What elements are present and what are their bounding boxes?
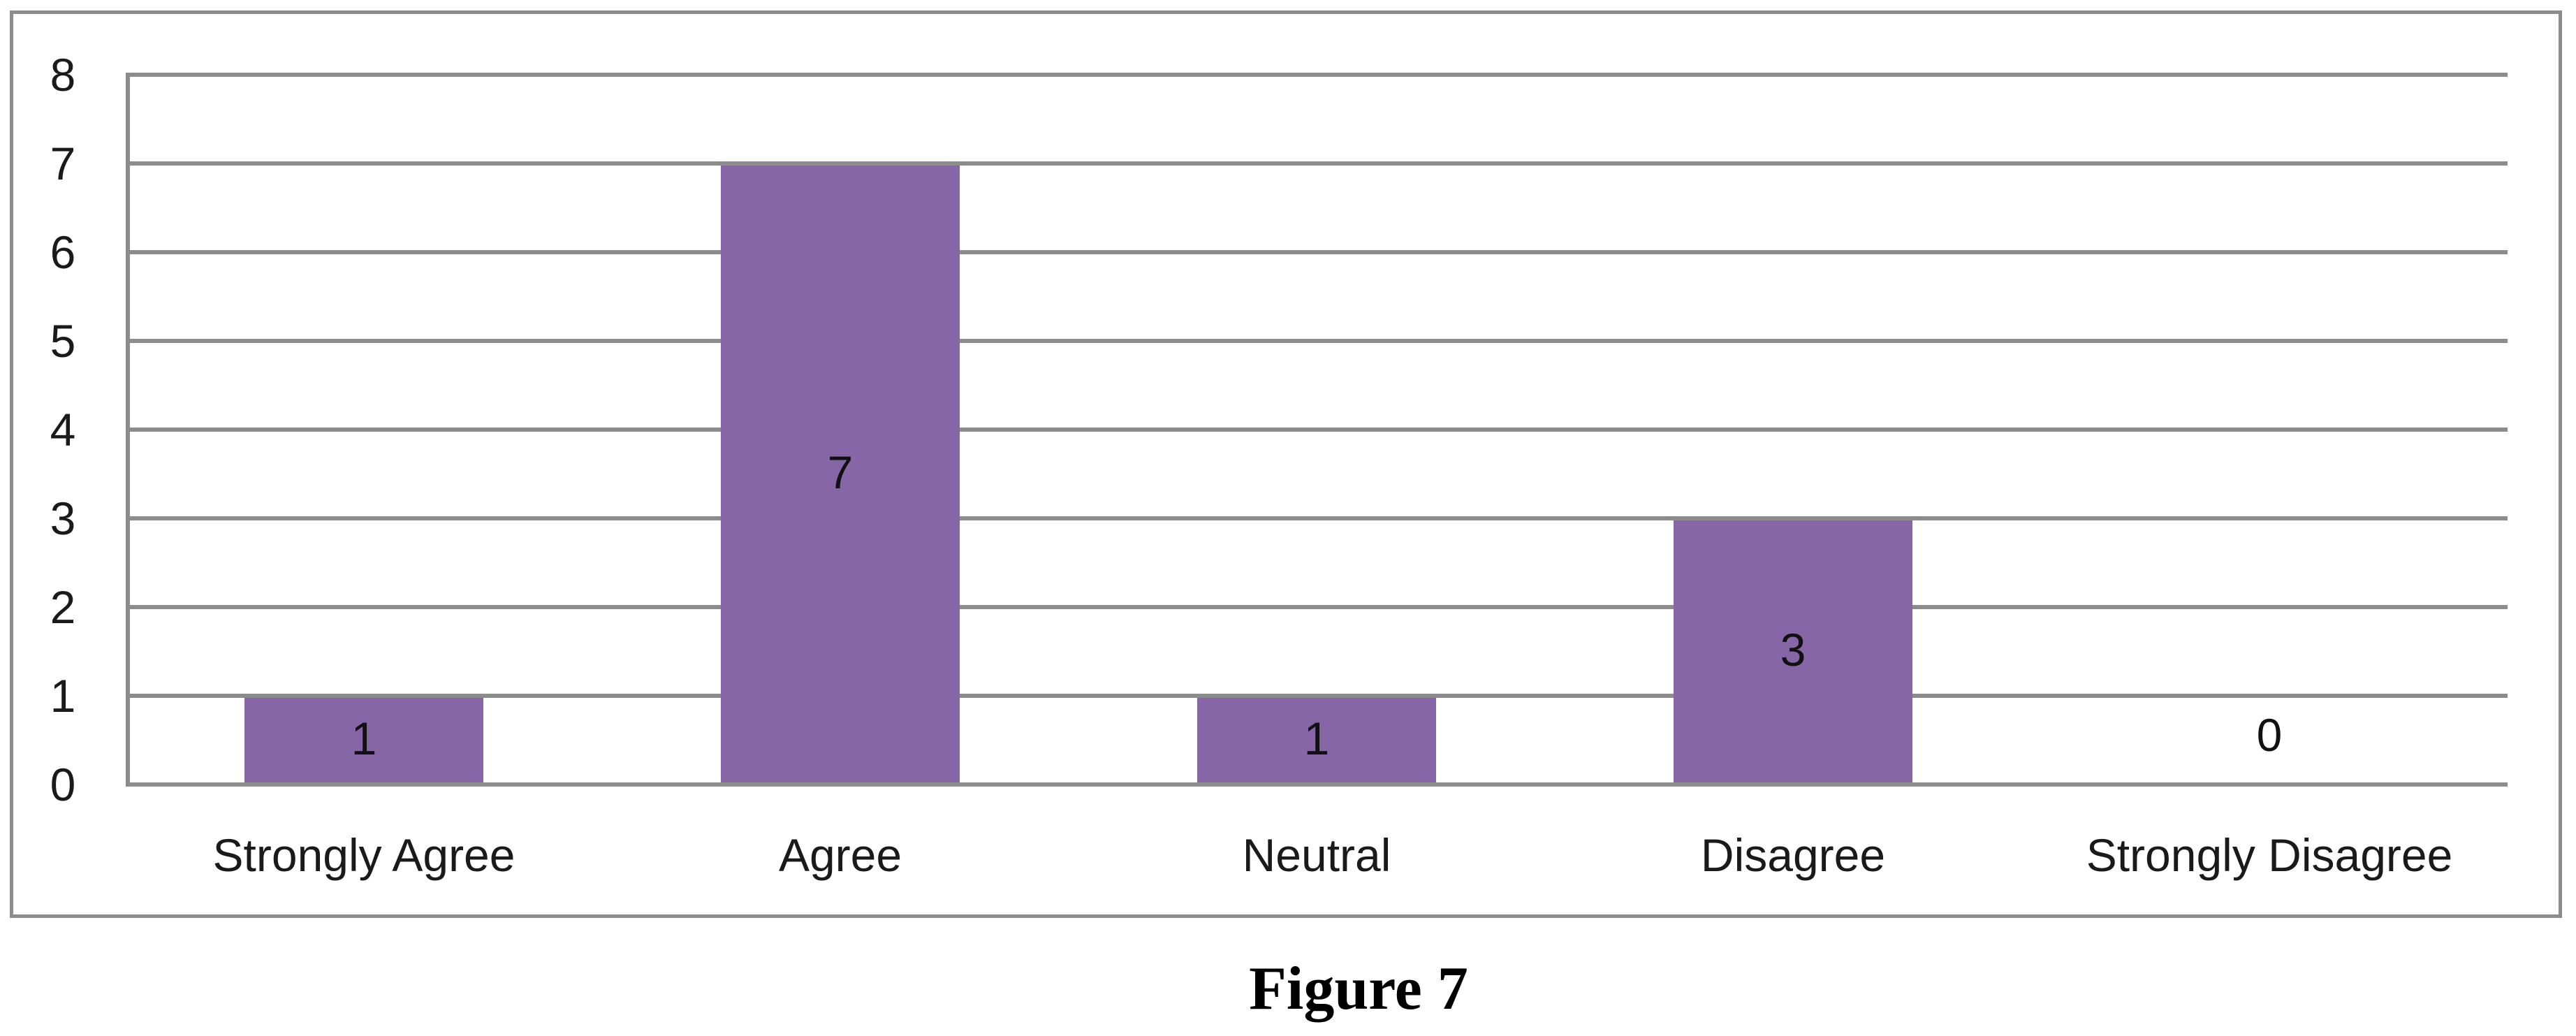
bar-value-label: 7 <box>827 446 854 498</box>
bar-value-label: 0 <box>2256 709 2283 761</box>
y-axis-tick-label: 6 <box>50 226 76 278</box>
y-axis-line <box>126 73 130 787</box>
gridline <box>126 428 2508 432</box>
x-axis-category-label: Agree <box>778 829 902 881</box>
x-axis-category-label: Strongly Disagree <box>2086 829 2453 881</box>
y-axis-tick-label: 7 <box>50 138 76 189</box>
bar-disagree <box>1674 520 1912 782</box>
y-axis-tick-label: 0 <box>50 759 76 810</box>
y-axis-tick-label: 4 <box>50 404 76 455</box>
bar-value-label: 1 <box>1303 712 1330 764</box>
x-axis-category-label: Neutral <box>1242 829 1391 881</box>
y-axis-tick-label: 8 <box>50 49 76 101</box>
y-axis-tick-label: 2 <box>50 581 76 633</box>
gridline <box>126 605 2508 609</box>
gridline <box>126 694 2508 698</box>
y-axis-tick-label: 1 <box>50 670 76 722</box>
figure-caption: Figure 7 <box>1249 955 1468 1023</box>
gridline <box>126 161 2508 166</box>
bar-value-label: 1 <box>351 712 377 764</box>
y-axis-tick-label: 3 <box>50 493 76 544</box>
bar-strongly-agree <box>244 698 483 782</box>
plot-top-border <box>126 73 2508 77</box>
bar-neutral <box>1197 698 1436 782</box>
y-axis-tick-label: 5 <box>50 315 76 367</box>
x-axis-category-label: Strongly Agree <box>212 829 515 881</box>
bar-value-label: 3 <box>1780 623 1806 676</box>
x-axis-line <box>126 782 2508 787</box>
x-axis-category-label: Disagree <box>1700 829 1886 881</box>
gridline <box>126 339 2508 343</box>
gridline <box>126 250 2508 254</box>
bar-agree <box>721 166 960 782</box>
gridline <box>126 516 2508 520</box>
